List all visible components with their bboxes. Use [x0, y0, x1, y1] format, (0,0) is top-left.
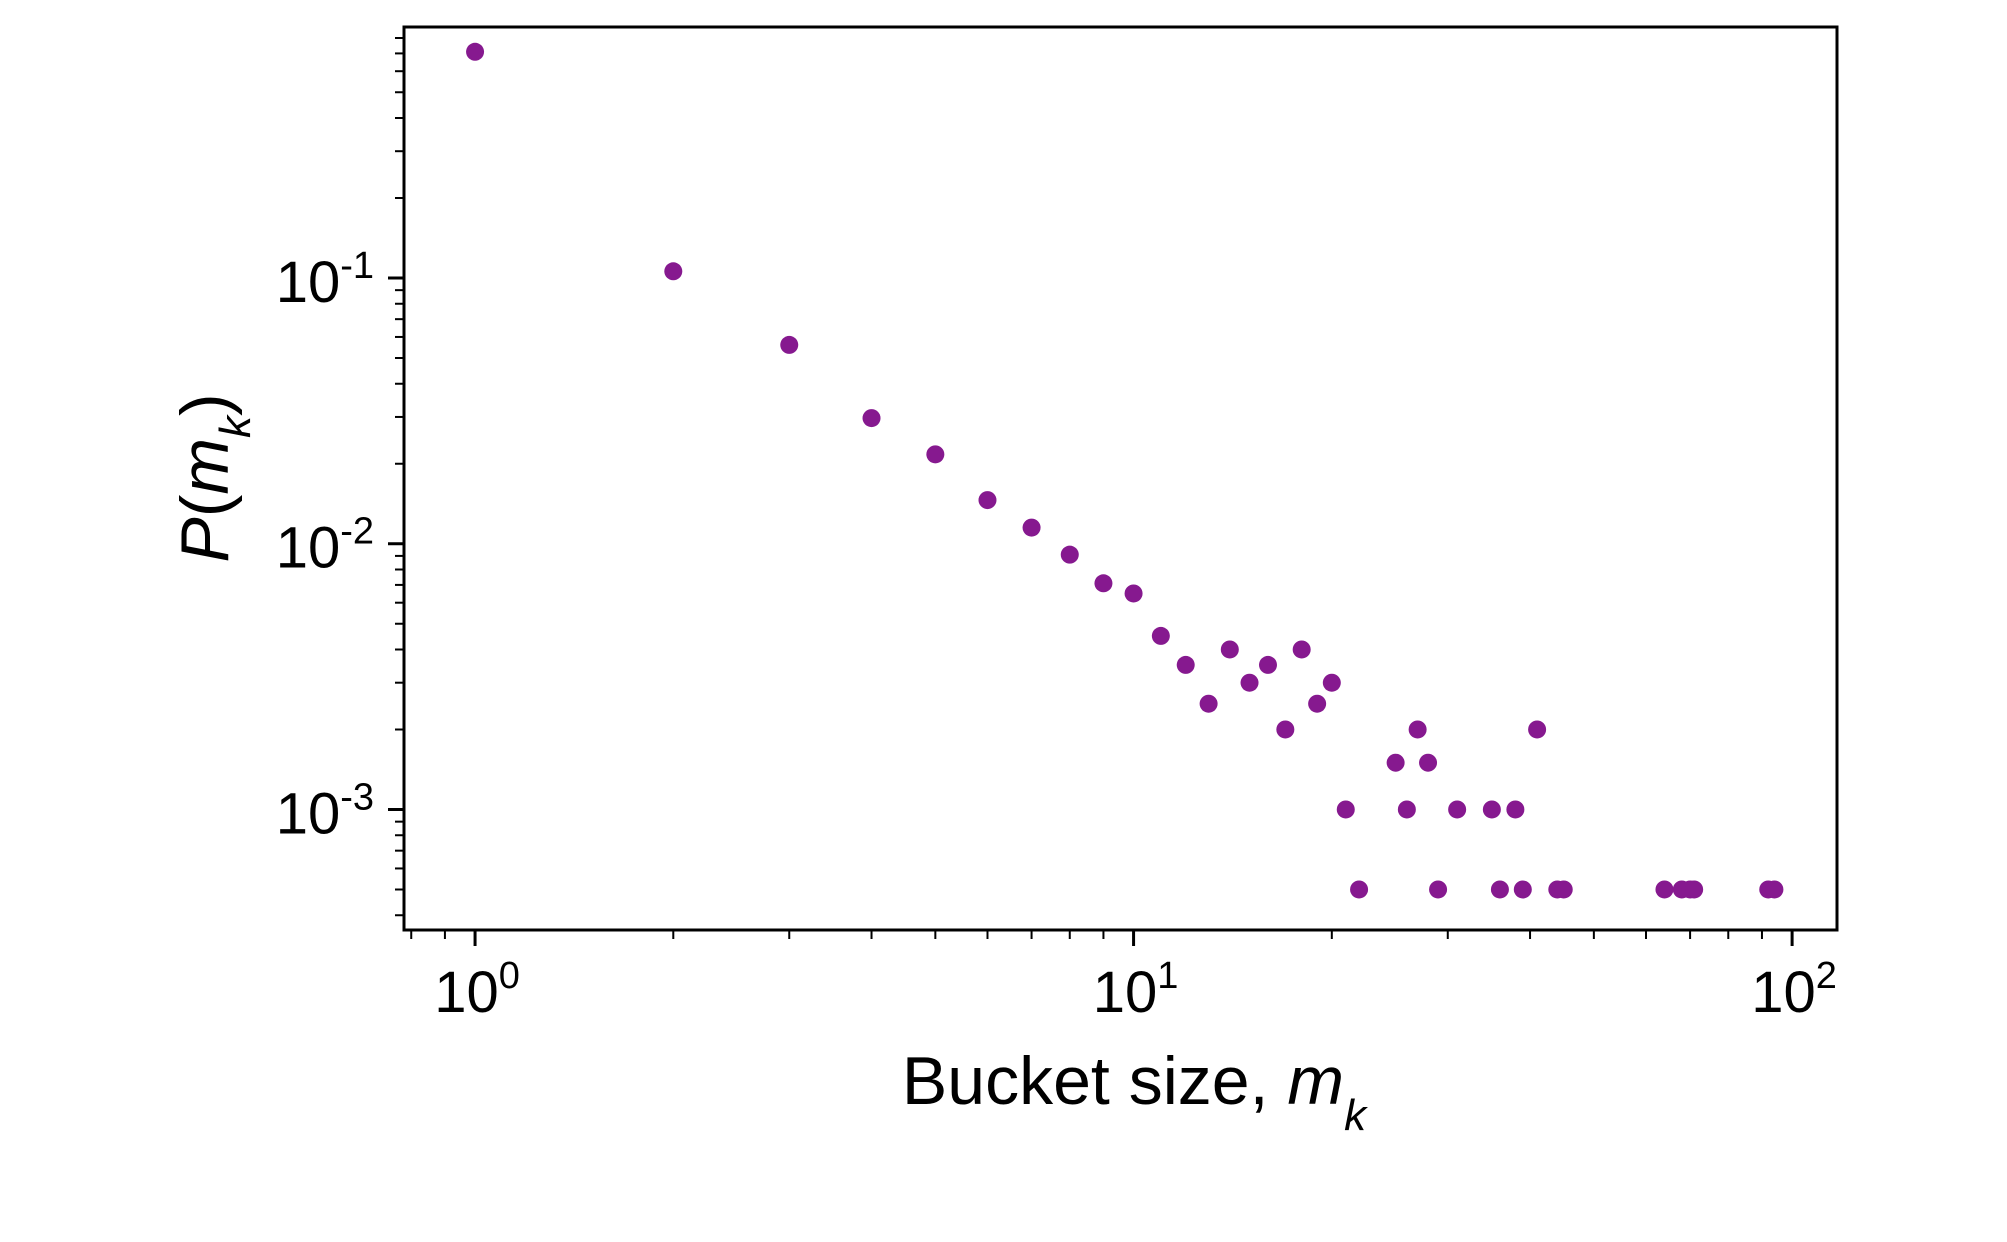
- data-point: [862, 409, 881, 428]
- data-point: [664, 262, 683, 281]
- data-point: [1258, 655, 1277, 674]
- data-point: [926, 445, 945, 464]
- data-point: [1765, 880, 1784, 899]
- y-tick-label: 10-3: [276, 776, 374, 846]
- data-point: [466, 42, 485, 61]
- x-tick-label: 100: [434, 955, 520, 1025]
- x-tick-label: 102: [1751, 955, 1837, 1025]
- data-point: [1506, 800, 1525, 819]
- x-tick-label: 101: [1093, 955, 1179, 1025]
- data-point: [1240, 673, 1259, 692]
- data-point: [1554, 880, 1573, 899]
- data-point: [1094, 574, 1113, 593]
- data-point: [1220, 640, 1239, 659]
- data-point: [1322, 673, 1341, 692]
- data-point: [1386, 753, 1405, 772]
- major-ticks: [388, 276, 1794, 946]
- data-point: [1397, 800, 1416, 819]
- data-point: [1124, 584, 1143, 603]
- data-point: [1490, 880, 1509, 899]
- data-point: [1685, 880, 1704, 899]
- data-point: [1513, 880, 1532, 899]
- data-point: [1276, 720, 1295, 739]
- data-point: [1151, 626, 1170, 645]
- data-point: [1448, 800, 1467, 819]
- data-point: [1528, 720, 1547, 739]
- data-point: [1199, 694, 1218, 713]
- data-point: [1429, 880, 1448, 899]
- data-point: [1336, 800, 1355, 819]
- data-point: [780, 335, 799, 354]
- data-point: [1408, 720, 1427, 739]
- data-point: [1022, 518, 1041, 537]
- plot-frame: [402, 25, 1839, 932]
- data-point: [1176, 655, 1195, 674]
- tick-labels: 100 101 102 10-1 10-2 10-3: [276, 245, 1837, 1025]
- data-point: [978, 491, 997, 510]
- data-points: [466, 42, 1784, 899]
- y-axis-label: P(mk): [167, 393, 260, 562]
- data-point: [1308, 694, 1327, 713]
- data-point: [1655, 880, 1674, 899]
- x-axis-label: Bucket size, mk: [902, 1043, 1368, 1140]
- y-tick-label: 10-1: [276, 245, 374, 315]
- data-point: [1060, 545, 1079, 564]
- y-tick-label: 10-2: [276, 511, 374, 581]
- data-point: [1419, 753, 1438, 772]
- data-point: [1482, 800, 1501, 819]
- data-point: [1292, 640, 1311, 659]
- data-point: [1350, 880, 1369, 899]
- minor-ticks: [395, 37, 1763, 939]
